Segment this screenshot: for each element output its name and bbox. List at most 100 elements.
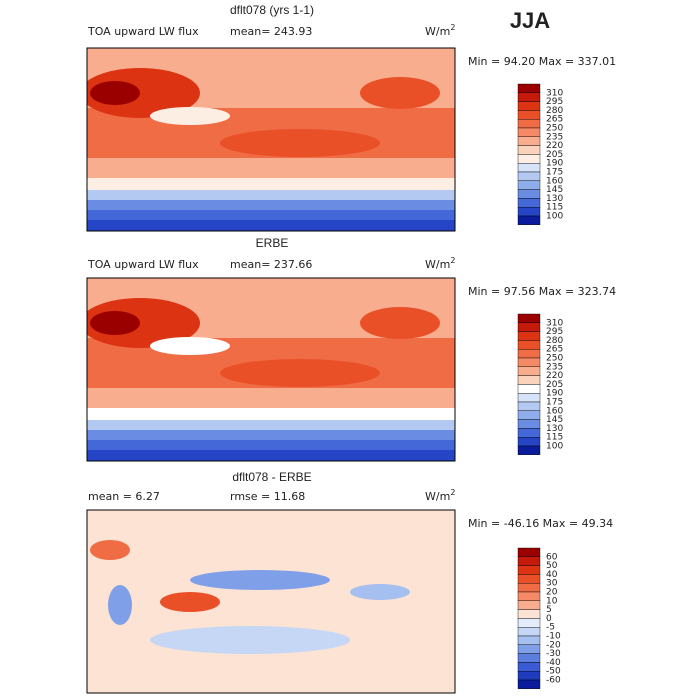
colorbar-box [517,340,541,350]
field [87,68,200,118]
colorbar-label: 235 [546,132,563,142]
map-frame [86,509,456,694]
colorbar-box [517,189,541,199]
colorbar-box [517,437,541,447]
field [350,584,410,600]
colorbar-label: 295 [546,327,563,337]
mid-label: mean= 237.66 [230,258,312,271]
field [220,129,380,157]
field [87,190,455,200]
colorbar-label: -20 [546,640,561,650]
colorbar-box [517,445,541,456]
colorbar-label: 100 [546,212,563,222]
colorbar-box [517,627,541,637]
colorbar-box [517,618,541,628]
colorbar-box [517,428,541,438]
colorbar-label: 5 [546,605,552,615]
colorbar-label: 265 [546,115,563,125]
panel-title: ERBE [256,236,289,250]
colorbar-box [517,609,541,619]
units-base: W/m [425,25,450,38]
colorbar-label: -5 [546,623,555,633]
field [90,311,140,335]
colorbar-label: 145 [546,415,563,425]
colorbar-label: 220 [546,141,563,151]
colorbar-label: 100 [546,442,563,452]
left-label: TOA upward LW flux [87,258,199,271]
units: W/m2 [425,488,455,504]
colorbar-label: 50 [546,561,558,571]
colorbar-label: 220 [546,371,563,381]
units: W/m2 [425,256,455,272]
colorbar-label: 145 [546,185,563,195]
colorbar-box [517,83,541,94]
colorbar-box [517,366,541,376]
colorbar-box [517,357,541,368]
field [360,77,440,109]
colorbar-label: 265 [546,345,563,355]
colorbar-box [517,410,541,420]
colorbar-box [517,162,541,173]
colorbar-box [517,565,541,575]
colorbar-label: 130 [546,194,563,204]
range-label: Min = -46.16 Max = 49.34 [468,517,613,530]
colorbar-box [517,679,541,690]
field [190,570,330,590]
colorbar-label: 280 [546,106,563,116]
map-frame [86,277,456,462]
colorbar-label: 205 [546,380,563,390]
colorbar-label: 40 [546,570,558,580]
field [87,408,455,420]
colorbar-box [517,393,541,403]
field [87,200,455,210]
colorbar-box [517,331,541,341]
colorbar-label: 310 [546,88,563,98]
map-field [87,510,455,693]
colorbar-box [517,547,541,558]
colorbar-box [517,401,541,412]
left-label: mean = 6.27 [88,490,160,503]
colorbar-box [517,574,541,584]
units-power: 2 [450,256,455,265]
colorbar-box [517,419,541,429]
field [220,359,380,387]
units: W/m2 [425,23,455,39]
colorbar-label: 0 [546,614,552,624]
colorbar-label: 10 [546,596,558,606]
panel-title: dflt078 (yrs 1-1) [230,3,314,17]
colorbar-label: 20 [546,588,558,598]
field [87,298,200,348]
colorbar-label: 280 [546,336,563,346]
colorbar-box [517,313,541,324]
field [87,450,455,461]
colorbar-box [517,635,541,646]
colorbar-box [517,322,541,332]
colorbar-box [517,206,541,217]
colorbar-label: 115 [546,433,563,443]
field [87,430,455,440]
map-field [87,278,455,461]
colorbar-box [517,171,541,182]
colorbar-box [517,92,541,102]
colorbar-label: 190 [546,159,563,169]
colorbar-box [517,118,541,129]
colorbar-label: 175 [546,398,563,408]
colorbar-label: 295 [546,97,563,107]
colorbar-box [517,180,541,190]
units-power: 2 [450,488,455,497]
colorbar-box [517,662,541,672]
colorbar-box [517,671,541,681]
colorbar-box [517,644,541,654]
colorbar-label: 160 [546,176,563,186]
field [150,107,230,125]
colorbar-label: -50 [546,667,561,677]
colorbar-box [517,384,541,394]
field [360,307,440,339]
colorbar-box [517,653,541,663]
field [150,626,350,654]
colorbar-label: 115 [546,203,563,213]
mid-label: rmse = 11.68 [230,490,305,503]
field [87,510,455,693]
colorbar-label: 60 [546,552,558,562]
